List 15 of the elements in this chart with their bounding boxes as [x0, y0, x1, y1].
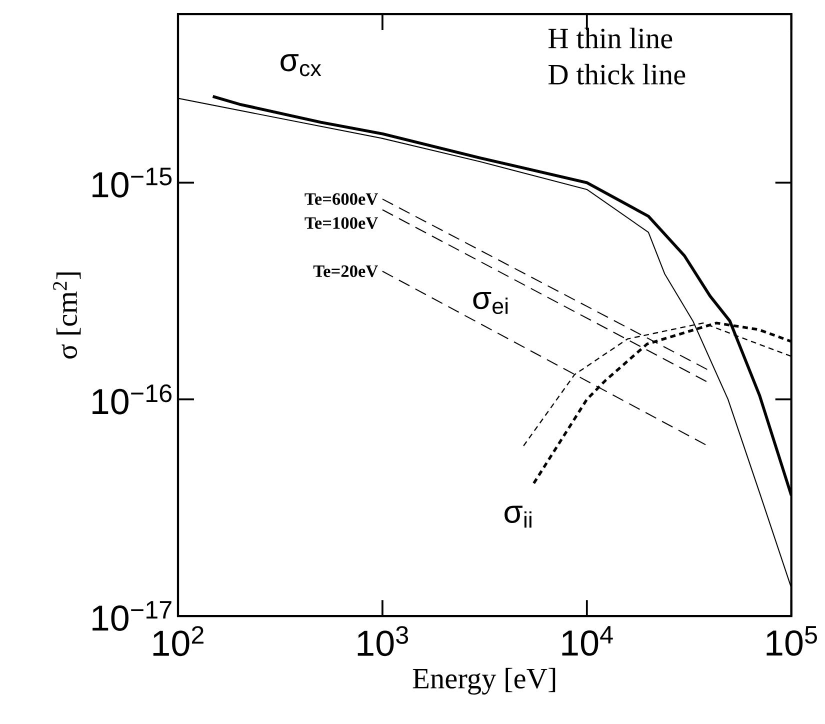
series-label: Te=100eV	[304, 217, 378, 229]
annotation: H thin line	[548, 28, 672, 48]
annotation: D thick line	[548, 64, 686, 85]
x-tick-label: 10$^{3}$	[358, 626, 408, 656]
y-axis-title: σ [cm$^{2}$]	[53, 272, 81, 359]
y-tick-label: 10$^{−16}$	[92, 384, 172, 414]
x-axis-title: Energy [eV]	[412, 668, 556, 695]
x-tick-label: 10$^{5}$	[766, 626, 817, 656]
x-tick-label: 10$^{4}$	[562, 626, 613, 656]
annotation: σ$_{cx}$	[280, 54, 322, 76]
series-label: Te=600eV	[304, 193, 378, 205]
y-tick-label: 10$^{−15}$	[92, 168, 172, 198]
annotation: σ$_{ii}$	[504, 506, 532, 528]
series-label: Te=20eV	[313, 265, 378, 278]
annotation: σ$_{ei}$	[473, 292, 508, 314]
